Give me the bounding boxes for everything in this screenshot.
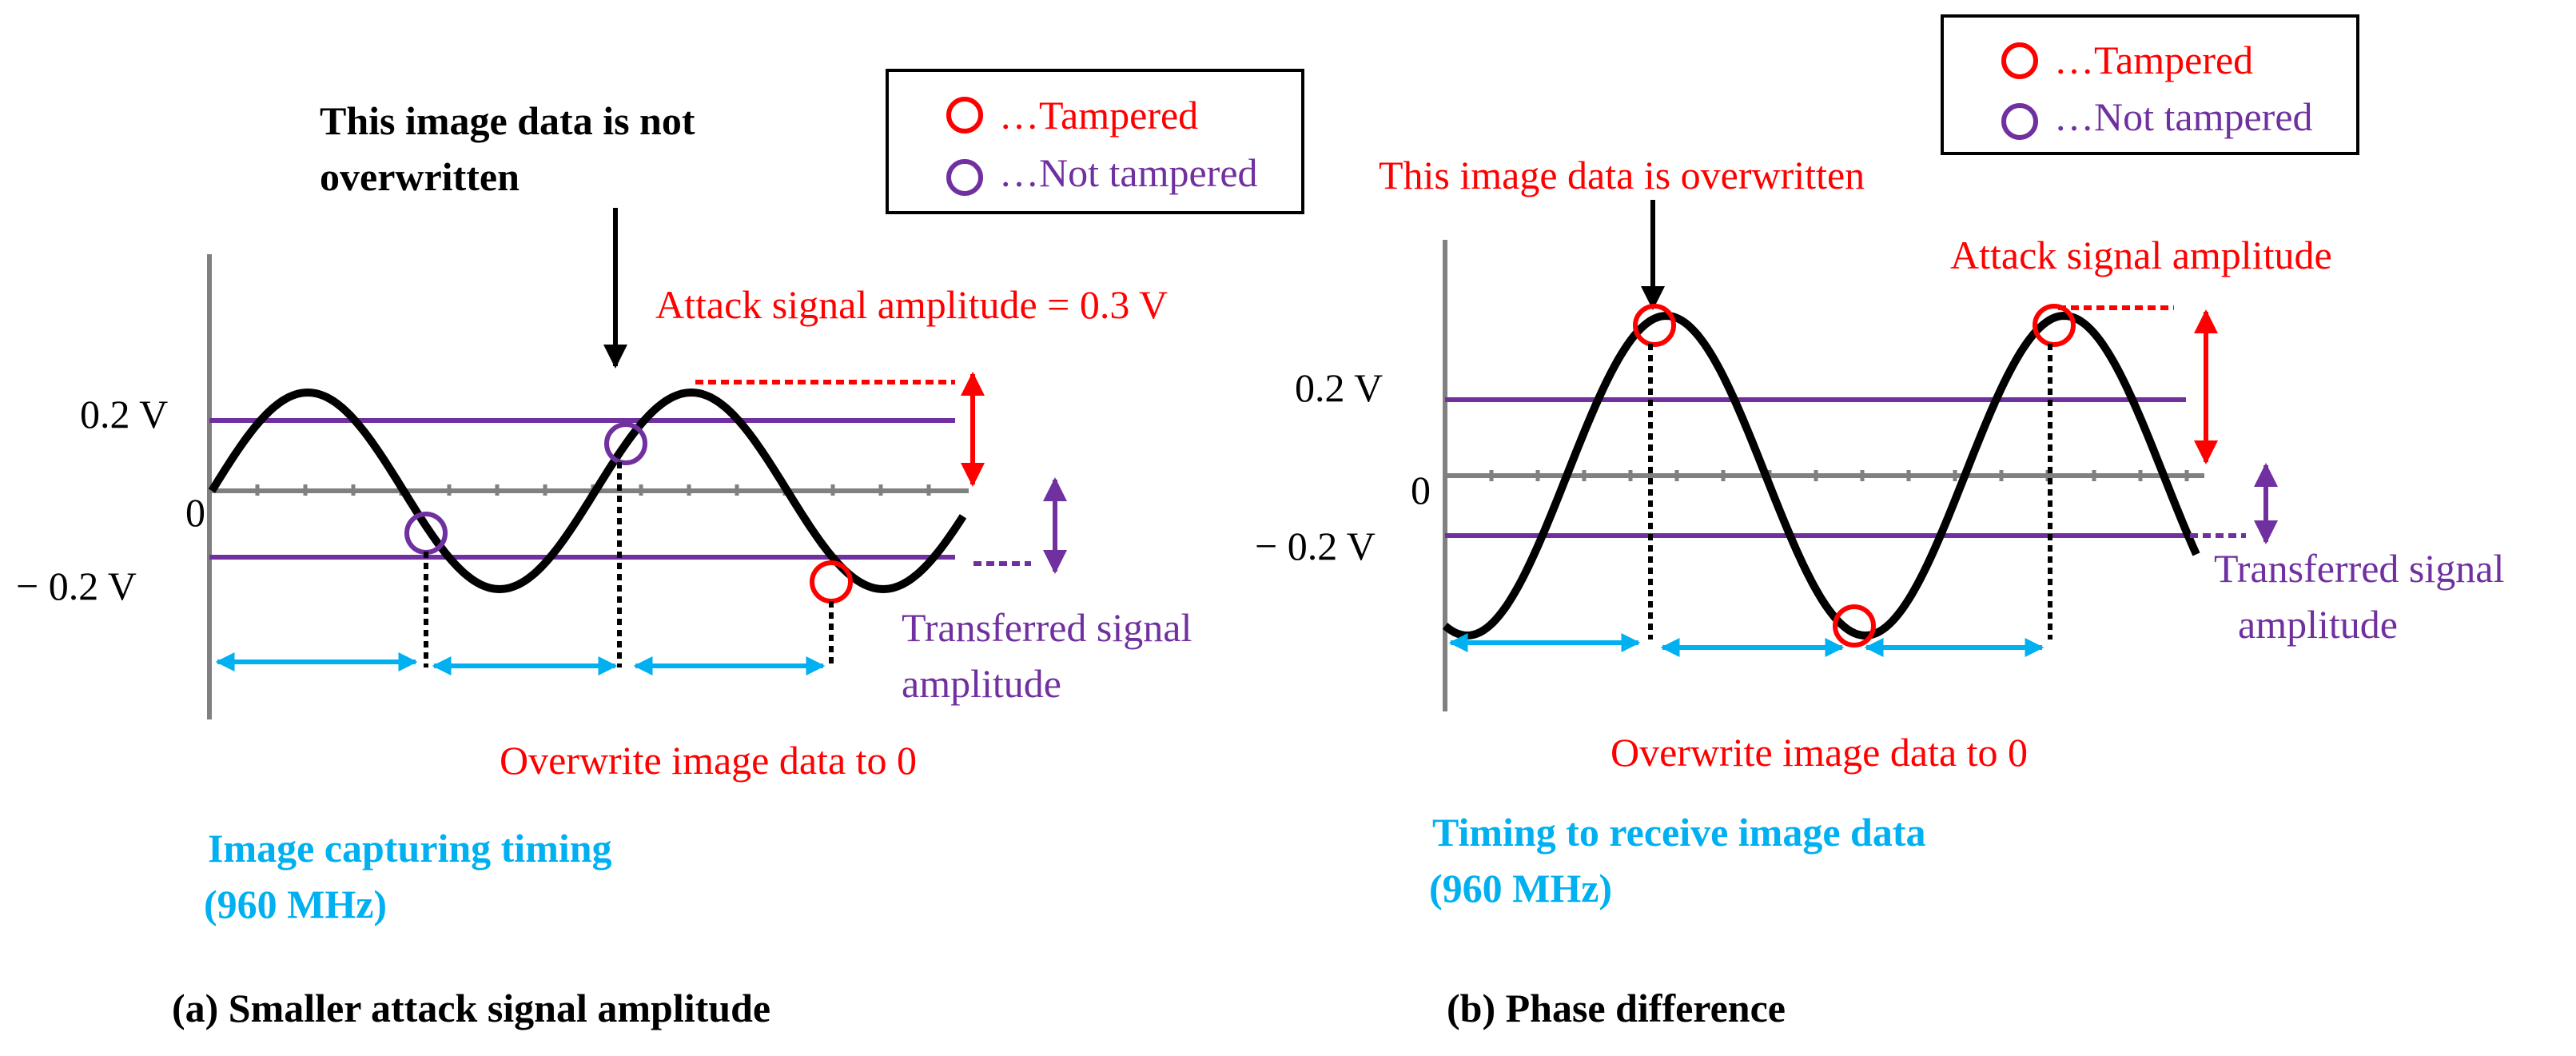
transferred-label-line1: Transferred signal bbox=[2214, 546, 2504, 591]
legend-not-tampered-label: …Not tampered bbox=[999, 150, 1258, 195]
label-zero: 0 bbox=[185, 490, 205, 535]
tampered-marker-icon bbox=[2001, 42, 2038, 79]
sample-tampered-marker bbox=[2033, 304, 2076, 347]
not-tampered-marker-icon bbox=[2001, 103, 2038, 140]
timing-label-line2: (960 MHz) bbox=[1429, 866, 1612, 911]
legend-a: …Tampered …Not tampered bbox=[886, 69, 1304, 214]
caption-b: (b) Phase difference bbox=[1447, 986, 1786, 1030]
panel-b: …Tampered …Not tampered This image data … bbox=[1255, 14, 2504, 1030]
attack-amplitude-label: Attack signal amplitude bbox=[1950, 233, 2332, 277]
not-tampered-marker-icon bbox=[946, 159, 983, 196]
label-zero: 0 bbox=[1411, 468, 1431, 512]
overwrite-label: Overwrite image data to 0 bbox=[1610, 730, 2028, 775]
attack-amplitude-label: Attack signal amplitude = 0.3 V bbox=[655, 282, 1168, 327]
label-minus-0-2v: − 0.2 V bbox=[16, 564, 137, 608]
timing-label-line1: Image capturing timing bbox=[208, 826, 612, 871]
annotation-not-overwritten-line2: overwritten bbox=[320, 154, 520, 199]
annotation-overwritten: This image data is overwritten bbox=[1379, 153, 1865, 197]
label-minus-0-2v: − 0.2 V bbox=[1255, 524, 1376, 568]
sample-not-tampered-marker bbox=[604, 422, 647, 465]
legend-tampered-label: …Tampered bbox=[2054, 38, 2253, 82]
annotation-not-overwritten-line1: This image data is not bbox=[320, 98, 695, 143]
timing-label-line2: (960 MHz) bbox=[204, 882, 387, 926]
legend-b: …Tampered …Not tampered bbox=[1941, 14, 2359, 155]
label-0-2v: 0.2 V bbox=[80, 392, 168, 436]
legend-box bbox=[1941, 14, 2359, 155]
panel-a: …Tampered …Not tampered This image data … bbox=[16, 69, 1304, 1030]
transferred-label-line1: Transferred signal bbox=[902, 605, 1192, 650]
sample-tampered-marker bbox=[810, 560, 853, 604]
sample-tampered-marker bbox=[1833, 604, 1876, 648]
sample-tampered-marker bbox=[1633, 304, 1676, 347]
transferred-label-line2: amplitude bbox=[2238, 602, 2398, 647]
transferred-label-line2: amplitude bbox=[902, 661, 1061, 706]
caption-a: (a) Smaller attack signal amplitude bbox=[172, 986, 770, 1030]
legend-not-tampered-label: …Not tampered bbox=[2054, 94, 2313, 139]
timing-label-line1: Timing to receive image data bbox=[1432, 810, 1925, 855]
tampered-marker-icon bbox=[946, 97, 983, 133]
legend-tampered-label: …Tampered bbox=[999, 93, 1198, 137]
overwrite-label: Overwrite image data to 0 bbox=[500, 738, 917, 783]
label-0-2v: 0.2 V bbox=[1295, 365, 1383, 410]
